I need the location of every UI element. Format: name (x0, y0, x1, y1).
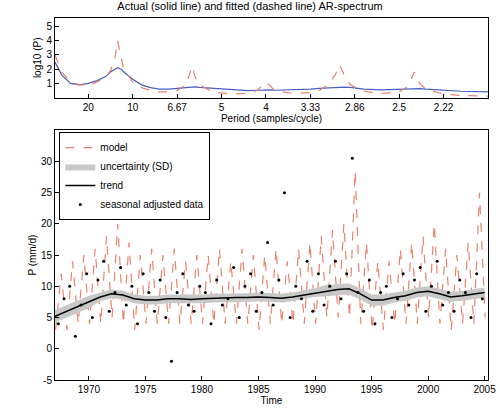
svg-text:15: 15 (41, 250, 53, 261)
svg-text:Period (samples/cycle): Period (samples/cycle) (221, 113, 322, 124)
svg-text:2000: 2000 (417, 384, 440, 395)
svg-text:seasonal adjusted data: seasonal adjusted data (100, 199, 203, 210)
svg-text:3.33: 3.33 (301, 102, 321, 113)
svg-text:5: 5 (219, 102, 225, 113)
svg-text:2: 2 (46, 64, 52, 75)
svg-text:2.86: 2.86 (345, 102, 365, 113)
svg-text:uncertainty (SD): uncertainty (SD) (100, 161, 172, 172)
svg-text:2.22: 2.22 (434, 102, 454, 113)
svg-text:1995: 1995 (360, 384, 383, 395)
svg-text:4: 4 (263, 102, 269, 113)
svg-text:4: 4 (46, 35, 52, 46)
svg-text:1990: 1990 (304, 384, 327, 395)
svg-text:-5: -5 (43, 375, 52, 386)
svg-text:10: 10 (127, 102, 139, 113)
svg-text:1980: 1980 (191, 384, 214, 395)
svg-text:20: 20 (41, 218, 53, 229)
svg-text:model: model (100, 142, 127, 153)
svg-text:1970: 1970 (78, 384, 101, 395)
svg-text:0: 0 (46, 343, 52, 354)
svg-text:6.67: 6.67 (167, 102, 187, 113)
svg-text:1985: 1985 (247, 384, 270, 395)
svg-text:1: 1 (46, 78, 52, 89)
svg-text:10: 10 (41, 281, 53, 292)
svg-text:5: 5 (46, 312, 52, 323)
svg-text:30: 30 (41, 156, 53, 167)
svg-text:5: 5 (46, 21, 52, 32)
svg-text:Actual (solid line) and fitted: Actual (solid line) and fitted (dashed l… (117, 0, 382, 12)
svg-text:1975: 1975 (134, 384, 157, 395)
svg-text:log10 (P): log10 (P) (32, 38, 43, 79)
svg-text:3: 3 (46, 49, 52, 60)
svg-text:20: 20 (83, 102, 95, 113)
svg-text:trend: trend (100, 180, 123, 191)
svg-text:Time: Time (261, 395, 283, 406)
svg-text:2.5: 2.5 (392, 102, 406, 113)
svg-text:25: 25 (41, 187, 53, 198)
svg-text:P (mm/d): P (mm/d) (27, 235, 38, 276)
svg-text:2005: 2005 (473, 384, 496, 395)
